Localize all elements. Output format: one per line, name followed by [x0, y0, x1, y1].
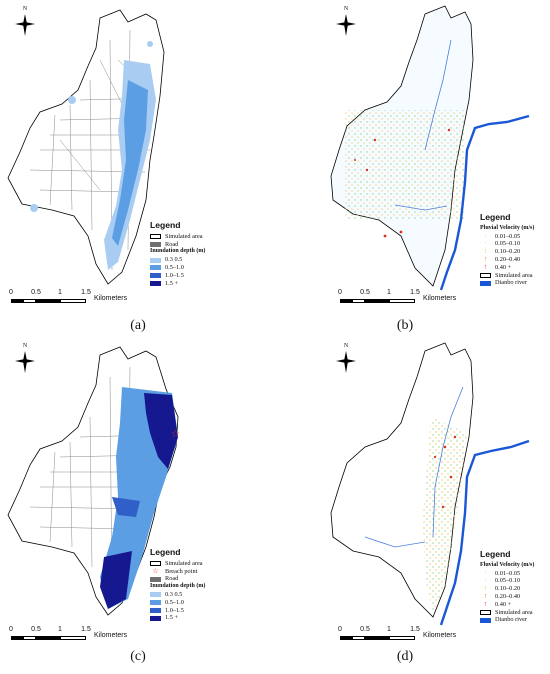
- legend-class-4: ↑ 0.20–0.40: [483, 254, 521, 263]
- legend-subtitle: Inundation depth (m): [150, 248, 206, 255]
- north-label: N: [22, 6, 28, 12]
- north-label: N: [343, 6, 349, 12]
- legend-class-4: ↑ 0.20–0.40: [483, 591, 521, 600]
- scale-bar: 0 0.5 1 1.5 Kilometers: [9, 626, 128, 640]
- legend-class-4: 1.5 +: [150, 280, 205, 288]
- legend-item-breach-point: ☆ Breach point: [152, 566, 198, 575]
- velocity-field: [345, 110, 465, 220]
- legend-a: Legend Simulated area Road Inundation de…: [150, 220, 206, 288]
- legend-item-simulated-area: Simulated area: [480, 609, 534, 617]
- scale-bar: 0 0.5 1 1.5 Kilometers: [338, 289, 457, 303]
- map-c: ☆: [7, 346, 180, 616]
- legend-class-4: 1.5 +: [150, 614, 205, 622]
- legend-item-simulated-area: Simulated area: [480, 272, 534, 280]
- scale-bar: 0 0.5 1 1.5 Kilometers: [338, 626, 457, 640]
- north-arrow: N: [12, 6, 38, 38]
- map-a: [7, 9, 165, 285]
- legend-subtitle: Inundation depth (m): [150, 583, 206, 590]
- legend-title: Legend: [480, 212, 511, 222]
- caption-b: (b): [396, 318, 414, 333]
- scale-bar: 0 0.5 1 1.5 Kilometers: [9, 289, 128, 303]
- panel-c: ☆ N Legend Simulated area ☆ Breach point …: [0, 337, 275, 674]
- north-label: N: [343, 343, 349, 349]
- dianbo-river: [439, 114, 530, 291]
- inundation-zone: [30, 41, 156, 270]
- legend-subtitle: Fluvial Velocity (m/s): [480, 561, 535, 568]
- legend-class-2: 0.5–1.0: [150, 264, 205, 272]
- velocity-field: [423, 417, 467, 613]
- legend-class-2: · 0.05–0.10: [484, 239, 521, 248]
- legend-c: Legend Simulated area ☆ Breach point Road…: [150, 547, 206, 622]
- legend-item-road: Road: [150, 575, 205, 583]
- panel-d: N Legend Fluvial Velocity (m/s) · 0.01–0.…: [275, 337, 550, 674]
- map-b: [330, 5, 530, 291]
- tributary: [364, 386, 464, 548]
- compass-icon: [15, 351, 35, 373]
- north-arrow: N: [333, 6, 359, 38]
- caption-d: (d): [396, 649, 414, 664]
- legend-class-3: 1.0–1.5: [150, 272, 205, 280]
- legend-class-3: ↑ 0.10–0.20: [483, 584, 521, 593]
- compass-icon: [336, 14, 356, 36]
- legend-class-2: · 0.05–0.10: [484, 576, 521, 585]
- panel-b: N Legend Pluvial Velocity (m/s) · 0.01–0.…: [275, 0, 550, 337]
- legend-title: Legend: [480, 549, 511, 559]
- legend-class-1: · 0.01–0.05: [484, 568, 521, 577]
- breach-point-icon: ☆: [171, 429, 180, 440]
- legend-class-3: 1.0–1.5: [150, 607, 205, 615]
- legend-class-2: 0.5–1.0: [150, 599, 205, 607]
- legend-item-river: Dianbo river: [480, 616, 534, 624]
- compass-icon: [336, 351, 356, 373]
- caption-a: (a): [130, 318, 146, 333]
- north-arrow: N: [12, 343, 38, 375]
- compass-icon: [15, 14, 35, 36]
- legend-d: Legend Fluvial Velocity (m/s) · 0.01–0.05…: [480, 549, 535, 624]
- panel-a: N Legend Simulated area Road Inundation …: [0, 0, 275, 337]
- legend-class-3: ↑ 0.10–0.20: [483, 247, 521, 256]
- legend-title: Legend: [150, 547, 181, 557]
- high-velocity-marks: [433, 435, 457, 509]
- map-d: [330, 342, 530, 626]
- legend-item-river: Dianbo river: [480, 279, 534, 287]
- inundation-zone: [100, 387, 178, 609]
- road-network: [29, 366, 157, 608]
- north-arrow: N: [333, 343, 359, 375]
- legend-item-simulated-area: Simulated area: [150, 233, 205, 241]
- legend-class-1: 0.3 0.5: [150, 591, 205, 599]
- dianbo-river: [439, 439, 530, 626]
- legend-class-1: · 0.01–0.05: [484, 231, 521, 240]
- north-label: N: [22, 343, 28, 349]
- legend-class-5: ↑ 0.40 +: [483, 262, 512, 271]
- legend-title: Legend: [150, 220, 181, 230]
- legend-class-5: ↑ 0.40 +: [483, 599, 512, 608]
- high-velocity-marks: [354, 128, 451, 238]
- tributary: [394, 39, 452, 211]
- caption-c: (c): [130, 649, 146, 664]
- legend-subtitle: Pluvial Velocity (m/s): [480, 224, 535, 231]
- legend-item-road: Road: [150, 241, 205, 249]
- legend-class-1: 0.3 0.5: [150, 256, 205, 264]
- legend-item-simulated-area: Simulated area: [150, 560, 205, 568]
- legend-b: Legend Pluvial Velocity (m/s) · 0.01–0.05…: [480, 212, 535, 287]
